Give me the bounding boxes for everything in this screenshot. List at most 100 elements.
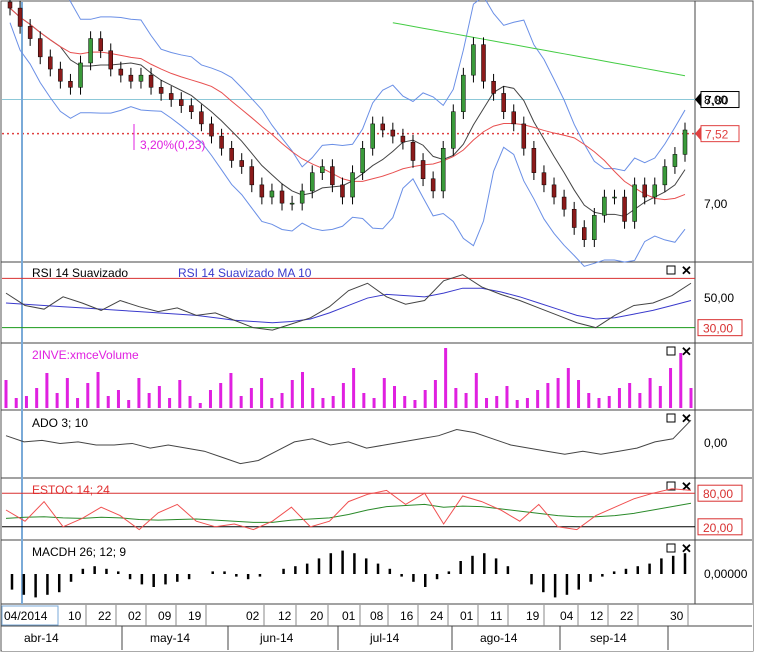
volume-bar <box>239 396 243 408</box>
volume-bar <box>127 400 131 408</box>
x-month-label: sep-14 <box>590 631 627 645</box>
close-icon[interactable]: ✕ <box>681 263 692 278</box>
volume-bar <box>485 398 489 408</box>
x-day-label: 20 <box>310 609 324 623</box>
candle-body <box>440 148 446 192</box>
x-day-label: 24 <box>430 609 444 623</box>
stochastic-tick-label: 80,00 <box>703 487 733 501</box>
volume-bar <box>178 380 182 408</box>
candle-body <box>481 44 486 82</box>
candle-body <box>652 184 658 198</box>
volume-bar <box>290 380 294 408</box>
macd-panel <box>10 550 687 598</box>
candle-body <box>7 1 13 9</box>
macd-legend-label[interactable]: MACDH 26; 12; 9 <box>32 545 126 559</box>
volume-bar <box>249 388 253 408</box>
maximize-icon <box>666 413 676 423</box>
volume-bar <box>679 353 683 408</box>
candle-body <box>48 56 53 70</box>
close-icon[interactable]: ✕ <box>681 411 692 426</box>
volume-bar <box>423 390 427 408</box>
candle-body <box>511 111 516 125</box>
volume-bar <box>45 373 49 408</box>
x-day-label: 12 <box>278 609 292 623</box>
candle-body <box>370 123 375 149</box>
candle-body <box>592 215 597 240</box>
volume-bar <box>525 398 529 408</box>
volume-bar <box>546 383 550 408</box>
x-day-label-highlight: 04/2014 <box>4 609 48 623</box>
candle-body <box>571 208 577 228</box>
volume-bar <box>331 396 335 408</box>
candle-body <box>27 26 33 39</box>
rsi-legend-label[interactable]: RSI 14 Suavizado <box>32 266 128 280</box>
rsi-tick-50: 50,00 <box>704 291 734 305</box>
candle-body <box>410 141 416 161</box>
close-icon[interactable]: ✕ <box>681 344 692 359</box>
maximize-icon <box>666 265 676 275</box>
candle-body <box>239 160 244 167</box>
rsi-panel: 30,00 <box>2 274 743 337</box>
volume-legend-label[interactable]: 2INVE:xmceVolume <box>32 348 139 362</box>
volume-bar <box>689 388 693 408</box>
close-icon[interactable]: ✕ <box>681 479 692 494</box>
candle-body <box>491 80 496 94</box>
candle-body <box>541 172 547 186</box>
price-panel: 7,80 7,52 3,20%(0,23) <box>2 0 740 604</box>
stochastic-legend-label[interactable]: ESTOC 14; 24 <box>32 483 110 497</box>
volume-bar <box>433 380 437 408</box>
x-day-label: 09 <box>158 609 172 623</box>
candle-body <box>108 50 113 70</box>
volume-bar <box>76 398 80 408</box>
x-month-label: jun-14 <box>259 631 294 645</box>
ma-red <box>9 7 686 201</box>
ma-green <box>392 22 686 77</box>
ma-gray <box>9 7 686 217</box>
candle-body <box>189 105 194 112</box>
volume-bar <box>587 393 591 408</box>
ado-tick-0: 0,00 <box>704 436 728 450</box>
candle-body <box>451 111 456 149</box>
candle-body <box>420 160 426 180</box>
candle-body <box>471 44 476 76</box>
candle-body <box>430 178 436 192</box>
volume-bar <box>270 398 274 408</box>
volume-bar <box>536 390 540 408</box>
candle-body <box>158 87 164 94</box>
volume-bar <box>280 393 284 408</box>
x-day-label: 11 <box>490 609 503 623</box>
candle-body <box>672 154 678 167</box>
volume-bar <box>219 383 223 408</box>
volume-bar <box>208 390 212 408</box>
candle-body <box>350 172 355 198</box>
stochastic-k-line <box>5 488 692 531</box>
rsi-ma-legend-label[interactable]: RSI 14 Suavizado MA 10 <box>178 266 312 280</box>
price-marker-arrow <box>695 126 701 141</box>
volume-bar <box>403 396 407 408</box>
candle-body <box>199 111 204 125</box>
candle-body <box>148 74 154 88</box>
x-month-label: abr-14 <box>24 631 59 645</box>
candle-body <box>68 80 73 88</box>
candle-body <box>622 196 627 222</box>
candle-body <box>632 184 637 222</box>
candle-body <box>642 184 647 198</box>
candle-body <box>551 184 557 198</box>
volume-bar <box>55 393 59 408</box>
x-month-label: may-14 <box>150 631 190 645</box>
volume-bar <box>382 378 386 408</box>
volume-bar <box>413 400 417 408</box>
candle-body <box>249 166 255 186</box>
ado-legend-label[interactable]: ADO 3; 10 <box>32 416 88 430</box>
candle-body <box>279 190 285 204</box>
volume-bar <box>372 398 376 408</box>
maximize-icon <box>666 481 676 491</box>
candle-body <box>209 123 214 137</box>
volume-bar <box>464 393 468 408</box>
candle-body <box>501 93 506 112</box>
price-label-box <box>700 125 740 143</box>
close-icon[interactable]: ✕ <box>681 541 692 556</box>
stochastic-tick-box <box>697 484 743 502</box>
maximize-icon <box>666 543 676 553</box>
